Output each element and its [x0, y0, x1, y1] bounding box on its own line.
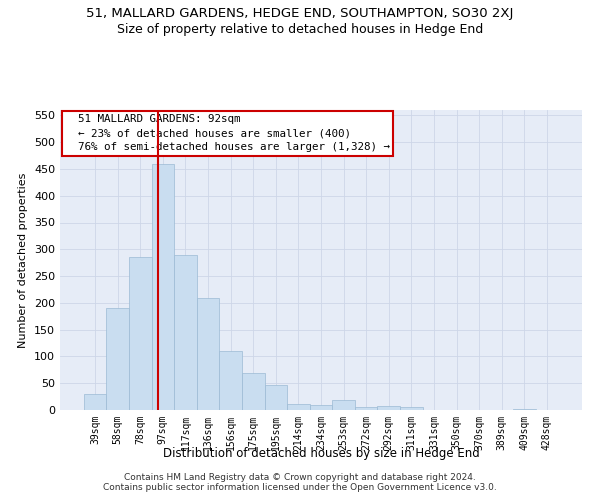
Bar	[129, 258, 152, 410]
Bar	[106, 308, 129, 410]
Bar	[287, 404, 310, 410]
Bar	[310, 404, 332, 410]
Y-axis label: Number of detached properties: Number of detached properties	[19, 172, 28, 348]
Text: 51 MALLARD GARDENS: 92sqm
  ← 23% of detached houses are smaller (400)
  76% of : 51 MALLARD GARDENS: 92sqm ← 23% of detac…	[65, 114, 390, 152]
Bar	[400, 408, 422, 410]
Bar	[355, 408, 377, 410]
Bar	[265, 385, 287, 410]
Bar	[332, 400, 355, 410]
Bar	[242, 372, 265, 410]
Text: 51, MALLARD GARDENS, HEDGE END, SOUTHAMPTON, SO30 2XJ: 51, MALLARD GARDENS, HEDGE END, SOUTHAMP…	[86, 8, 514, 20]
Bar	[220, 351, 242, 410]
Text: Size of property relative to detached houses in Hedge End: Size of property relative to detached ho…	[117, 22, 483, 36]
Text: Contains HM Land Registry data © Crown copyright and database right 2024.: Contains HM Land Registry data © Crown c…	[124, 472, 476, 482]
Bar	[174, 254, 197, 410]
Bar	[197, 298, 220, 410]
Bar	[84, 394, 106, 410]
Bar	[152, 164, 174, 410]
Text: Contains public sector information licensed under the Open Government Licence v3: Contains public sector information licen…	[103, 484, 497, 492]
Bar	[513, 409, 536, 410]
Text: Distribution of detached houses by size in Hedge End: Distribution of detached houses by size …	[163, 448, 479, 460]
Bar	[377, 406, 400, 410]
